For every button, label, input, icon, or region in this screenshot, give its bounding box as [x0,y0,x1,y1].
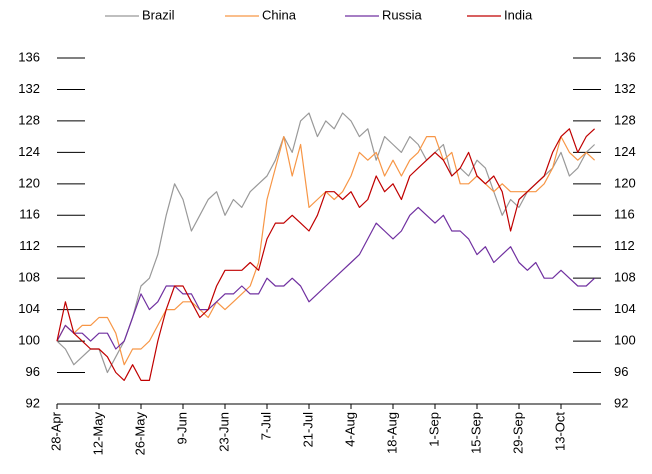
series-line [56,206,596,350]
y-tick-label: 104 [18,301,40,316]
x-tick-label: 7-Jul [258,412,273,440]
y-tick-label: 128 [18,112,40,127]
x-tick-label: 21-Jul [300,412,315,448]
y2-tick-label: 120 [614,175,636,190]
x-tick-label: 26-May [132,412,147,456]
y-tick-label: 120 [18,175,40,190]
y2-tick-label: 92 [614,395,628,410]
x-tick-label: 13-Oct [552,412,567,451]
y2-tick-label: 116 [614,207,635,222]
series-line [56,112,596,374]
y2-tick-label: 112 [614,238,635,253]
x-tick-label: 12-May [90,412,105,456]
x-tick-label: 1-Sep [426,412,441,447]
y-tick-label: 108 [18,270,40,285]
x-tick-label: 15-Sep [468,412,483,454]
y-tick-label: 136 [18,49,40,64]
x-tick-label: 18-Aug [384,412,399,454]
y2-tick-label: 128 [614,112,636,127]
y-tick-label: 132 [18,81,40,96]
x-tick-label: 23-Jun [216,412,231,452]
y2-tick-label: 108 [614,270,636,285]
y-tick-label: 112 [19,238,40,253]
x-tick-label: 9-Jun [174,412,189,445]
y2-tick-label: 100 [614,333,636,348]
legend-label: Russia [382,7,423,22]
y2-tick-label: 132 [614,81,636,96]
y2-tick-label: 104 [614,301,636,316]
y-tick-label: 100 [18,333,40,348]
legend-label: India [504,7,533,22]
y2-tick-label: 124 [614,144,636,159]
legend-label: China [262,7,297,22]
y2-tick-label: 136 [614,49,636,64]
y-tick-label: 96 [26,364,40,379]
y-tick-label: 124 [18,144,40,159]
x-tick-label: 29-Sep [510,412,525,454]
y-tick-label: 92 [26,395,40,410]
y2-tick-label: 96 [614,364,628,379]
legend-label: Brazil [142,7,175,22]
y-tick-label: 116 [19,207,40,222]
x-tick-label: 4-Aug [342,412,357,447]
series-line [56,128,596,381]
x-tick-label: 28-Apr [48,411,63,451]
series-line [56,136,596,366]
